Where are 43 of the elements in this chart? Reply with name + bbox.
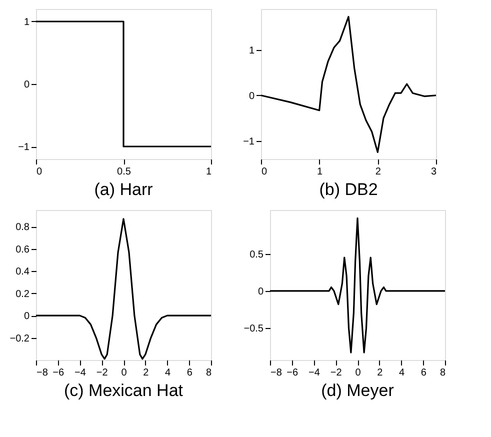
- y-tick-label: 0.5: [250, 249, 264, 260]
- y-tick-label: 0: [24, 311, 30, 322]
- x-tick-label: 3: [430, 166, 437, 178]
- x-tick-label: −8: [270, 368, 282, 378]
- y-tick-label: 1: [24, 17, 30, 28]
- y-tick-label: 0.4: [16, 266, 30, 278]
- x-tick-label: 2: [375, 166, 382, 178]
- x-tick-label: 0: [121, 368, 128, 378]
- x-tick-label: −4: [308, 368, 320, 378]
- x-tick-label: 8: [440, 368, 446, 378]
- x-tick-label: 1: [317, 166, 324, 178]
- x-tick-label: 0: [355, 368, 362, 378]
- x-tick-label: 6: [420, 368, 427, 378]
- y-tick-label: 0.2: [16, 288, 30, 300]
- y-tick-label: −1: [18, 142, 30, 153]
- text: (a) Harr: [94, 180, 154, 199]
- x-tick-label: 4: [164, 368, 171, 378]
- x-tick-label: −4: [74, 368, 86, 378]
- y-tick-label: −1: [243, 136, 255, 148]
- x-tick-label: 0: [36, 166, 42, 178]
- y-tick-label: 0: [24, 80, 30, 90]
- x-tick-label: −6: [52, 368, 65, 378]
- y-tick-label: −0.5: [244, 324, 264, 335]
- x-tick-label: −8: [36, 368, 48, 378]
- y-tick-label: 0.6: [16, 244, 30, 256]
- x-tick-label: 6: [186, 368, 193, 378]
- x-tick-label: 2: [377, 368, 384, 378]
- text: (c) Mexican Hat: [64, 381, 184, 400]
- x-tick-label: 0.5: [117, 166, 132, 178]
- x-tick-label: 4: [398, 368, 405, 378]
- y-tick-label: 1: [248, 45, 255, 56]
- x-tick-label: 2: [143, 368, 150, 378]
- x-tick-label: 1: [206, 166, 212, 178]
- x-tick-label: −6: [286, 368, 299, 378]
- text: (b) DB2: [319, 180, 378, 199]
- y-tick-label: −0.2: [10, 333, 30, 344]
- x-tick-label: 8: [206, 368, 212, 378]
- y-tick-label: 0: [248, 90, 255, 102]
- y-tick-label: 0.8: [16, 222, 30, 234]
- text: (d) Meyer: [321, 381, 394, 400]
- y-tick-label: 0: [258, 286, 264, 298]
- x-tick-label: −2: [330, 368, 342, 378]
- x-tick-label: −2: [96, 368, 108, 378]
